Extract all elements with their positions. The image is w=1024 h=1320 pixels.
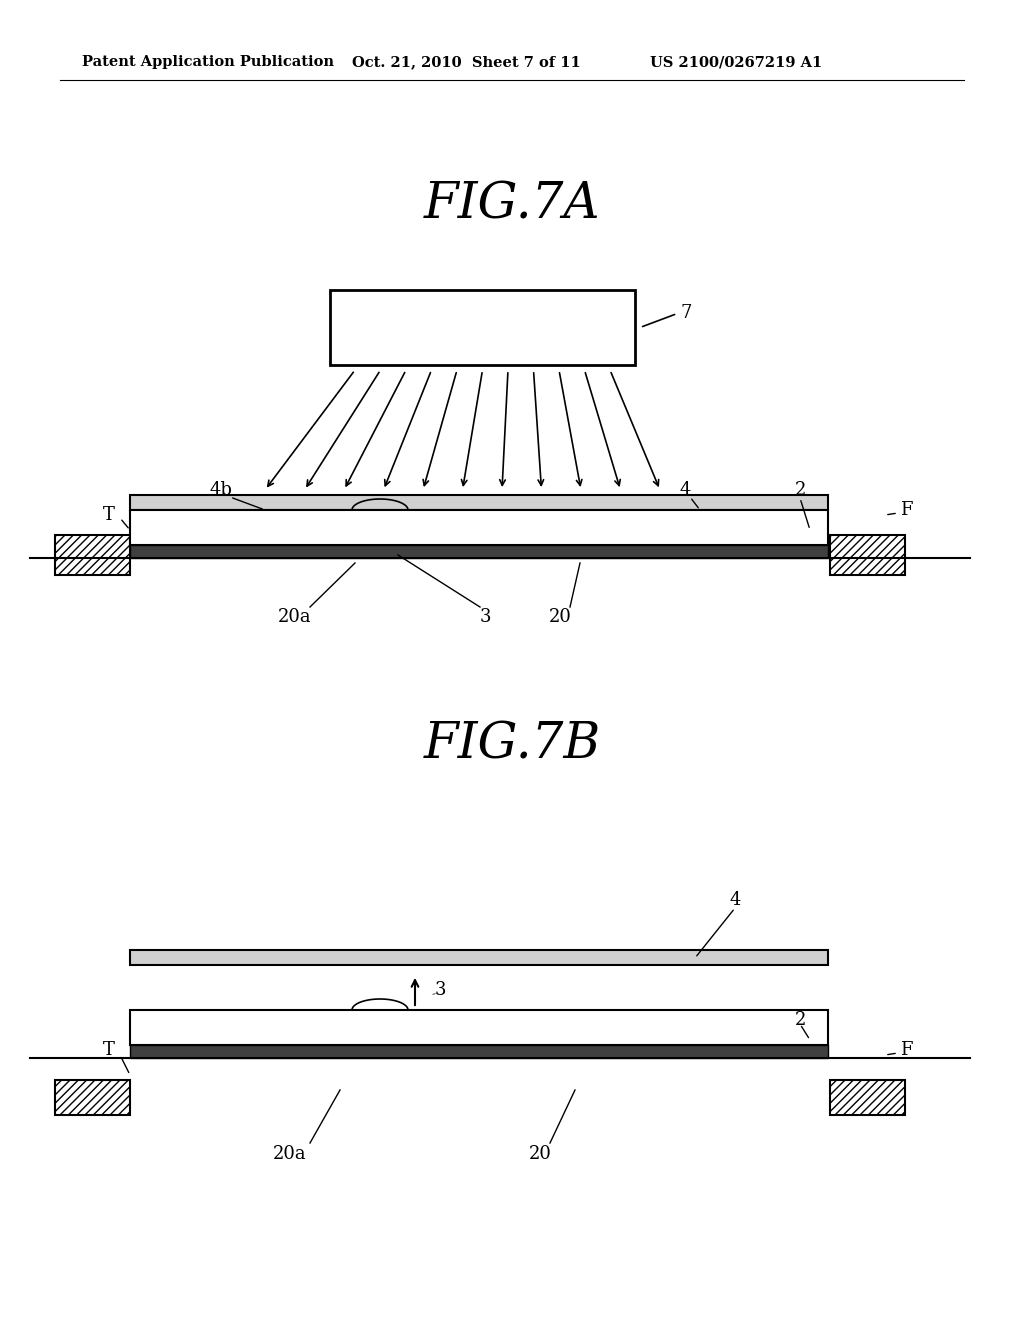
Bar bbox=[830, 535, 905, 576]
Text: 20: 20 bbox=[549, 609, 571, 626]
Text: Oct. 21, 2010  Sheet 7 of 11: Oct. 21, 2010 Sheet 7 of 11 bbox=[352, 55, 581, 69]
Text: 20: 20 bbox=[528, 1144, 552, 1163]
Text: US 2100/0267219 A1: US 2100/0267219 A1 bbox=[650, 55, 822, 69]
Text: FIG.7B: FIG.7B bbox=[423, 719, 601, 770]
Bar bbox=[330, 290, 635, 366]
Bar bbox=[130, 1045, 828, 1059]
Text: 20a: 20a bbox=[273, 1144, 307, 1163]
Text: 4: 4 bbox=[680, 480, 691, 499]
Text: Patent Application Publication: Patent Application Publication bbox=[82, 55, 334, 69]
Text: 3: 3 bbox=[435, 981, 446, 999]
Bar bbox=[130, 950, 828, 965]
Bar bbox=[130, 545, 828, 558]
Text: 4b: 4b bbox=[210, 480, 232, 499]
Bar bbox=[130, 1010, 828, 1045]
Text: 3: 3 bbox=[479, 609, 490, 626]
Text: 2: 2 bbox=[795, 1011, 806, 1030]
Text: 7: 7 bbox=[643, 304, 691, 326]
Text: 4: 4 bbox=[730, 891, 741, 909]
Text: F: F bbox=[900, 502, 912, 519]
Text: T: T bbox=[103, 506, 115, 524]
Text: 2: 2 bbox=[795, 480, 806, 499]
Text: T: T bbox=[103, 1041, 115, 1059]
Bar bbox=[55, 535, 130, 576]
Bar bbox=[130, 495, 828, 510]
Text: FIG.7A: FIG.7A bbox=[424, 180, 600, 230]
Text: 20a: 20a bbox=[279, 609, 312, 626]
Bar bbox=[130, 510, 828, 545]
Text: F: F bbox=[900, 1041, 912, 1059]
Bar bbox=[830, 1080, 905, 1115]
Bar bbox=[55, 1080, 130, 1115]
